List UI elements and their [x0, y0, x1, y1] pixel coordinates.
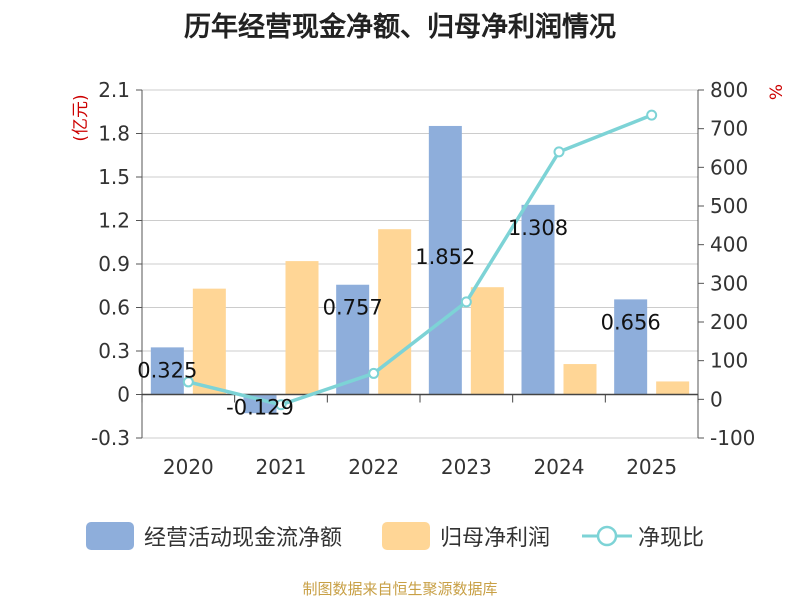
net-profit-bar [563, 364, 597, 395]
net-profit-bar [285, 261, 319, 395]
left-axis-tick-label: 1.8 [98, 122, 130, 146]
legend-item-operating-cash-flow[interactable]: 经营活动现金流净额 [86, 516, 342, 556]
cash-flow-bar [521, 204, 555, 395]
right-axis-tick-label: 700 [710, 117, 748, 141]
left-axis-unit-label: (亿元) [71, 94, 91, 141]
legend-label: 经营活动现金流净额 [144, 526, 343, 551]
net-profit-bar [656, 381, 690, 395]
legend-item-cash-ratio[interactable]: 净现比 [582, 516, 704, 556]
ratio-point [182, 376, 194, 388]
category-label: 2020 [163, 455, 214, 479]
net-profit-bar [192, 288, 226, 395]
ratio-line [182, 109, 658, 411]
cash-flow-data-label: 1.308 [508, 216, 568, 240]
right-axis-tick-label: 400 [710, 233, 748, 257]
data-labels: 0.325 -0.129 0.757 1.852 1.308 0.656 [137, 216, 660, 420]
right-axis-tick-label: 600 [710, 155, 748, 179]
ratio-point [460, 296, 472, 308]
cash-flow-data-label: 0.757 [323, 296, 383, 320]
ratio-point [275, 399, 287, 411]
left-axis-tick-label: 2.1 [98, 78, 130, 102]
left-axis-tick-label: 0 [117, 383, 130, 407]
legend-line-swatch-icon [582, 525, 632, 547]
legend-item-net-profit[interactable]: 归母净利润 [382, 516, 550, 556]
legend-label: 净现比 [638, 526, 705, 551]
right-axis-tick-label: 300 [710, 271, 748, 295]
category-label: 2024 [534, 455, 585, 479]
right-axis-tick-label: 800 [710, 78, 748, 102]
cash-flow-data-label: 0.656 [601, 310, 661, 334]
bars [150, 125, 690, 414]
left-axis-tick-label: 0.3 [98, 339, 130, 363]
category-label: 2025 [626, 455, 677, 479]
left-axis-tick-label: 0.6 [98, 296, 130, 320]
ratio-point [368, 367, 380, 379]
net-profit-bar [378, 229, 412, 395]
cash-flow-data-label: -0.129 [226, 396, 294, 420]
legend-label: 归母净利润 [440, 526, 551, 551]
category-label: 2021 [256, 455, 307, 479]
legend-swatch-orange [382, 522, 430, 550]
legend: 经营活动现金流净额 归母净利润 净现比 [0, 516, 800, 556]
category-label: 2023 [441, 455, 492, 479]
right-axis-tick-label: 0 [710, 387, 723, 411]
cash-flow-bar [614, 299, 648, 395]
ratio-point [553, 146, 565, 158]
right-axis-tick-label: -100 [710, 426, 755, 450]
cash-flow-bar [428, 125, 462, 395]
ratio-point [646, 109, 658, 121]
left-axis-tick-label: -0.3 [91, 426, 130, 450]
ratio-line-path [187, 113, 653, 407]
left-axis-tick-label: 0.9 [98, 252, 130, 276]
net-profit-bar [470, 287, 504, 395]
right-axis-tick-label: 200 [710, 310, 748, 334]
cash-flow-data-label: 0.325 [137, 358, 197, 382]
right-axis-tick-label: 500 [710, 194, 748, 218]
chart-title: 历年经营现金净额、归母净利润情况 [184, 12, 616, 43]
axes: 2.1 1.8 1.5 1.2 0.9 0.6 0.3 0 -0.3 800 700 600 500 40… [91, 78, 755, 479]
category-label: 2022 [348, 455, 399, 479]
left-axis-tick-label: 1.5 [98, 165, 130, 189]
right-axis-unit-label: % [767, 84, 787, 100]
right-axis-tick-label: 100 [710, 349, 748, 373]
left-axis-tick-label: 1.2 [98, 209, 130, 233]
cash-flow-data-label: 1.852 [415, 245, 475, 269]
cash-flow-bar [150, 347, 184, 395]
source-note: 制图数据来自恒生聚源数据库 [302, 580, 498, 598]
legend-swatch-blue [86, 522, 134, 550]
